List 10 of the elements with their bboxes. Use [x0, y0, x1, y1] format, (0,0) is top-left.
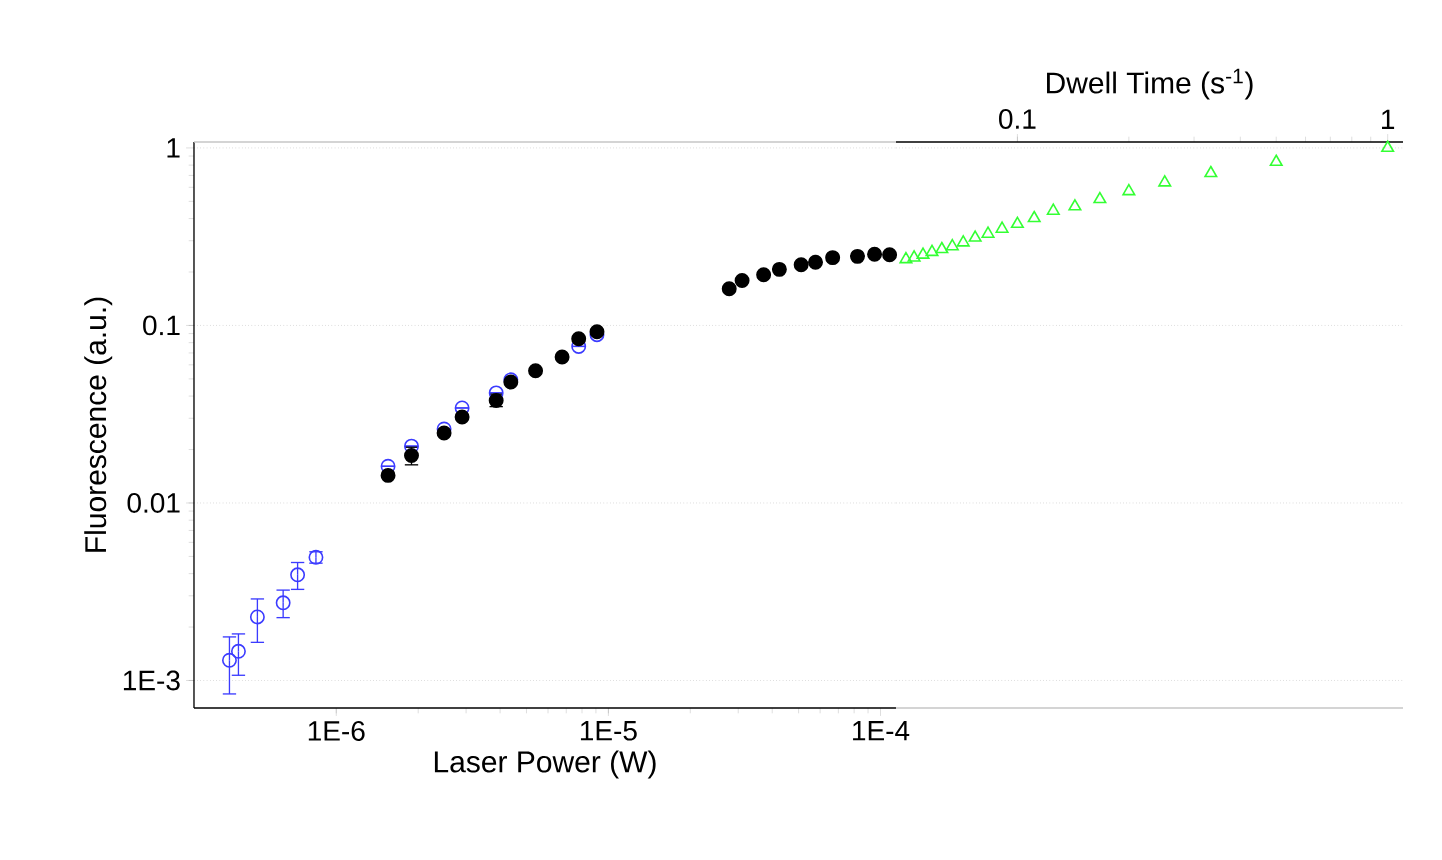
x-tick-label: 1E-4	[853, 721, 910, 741]
y-tick-label: 0.01	[127, 493, 180, 513]
y-tick-label: 1	[167, 138, 180, 158]
x-axis-title: Dwell Time (s$^{-1}$)	[1047, 68, 1253, 100]
x-axis-title: Laser Power (W)	[434, 750, 656, 779]
x-tick-label: 1E-5	[580, 721, 637, 741]
x-tick-label: 1E-6	[308, 721, 365, 741]
y-tick-label: 0.1	[143, 315, 180, 336]
y-axis-title: Fluorescence (a.u.)	[84, 297, 113, 552]
y-tick-label: 1E-3	[123, 670, 180, 691]
